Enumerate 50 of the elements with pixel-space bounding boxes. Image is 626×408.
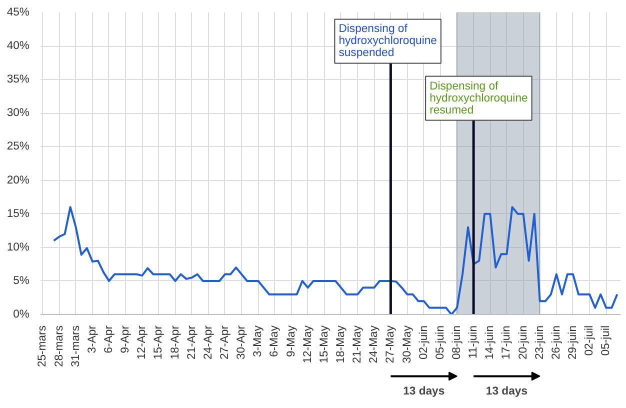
x-tick-label: 21-Apr xyxy=(186,325,198,360)
ref-line-label: Dispensing of hydroxychloroquine suspended xyxy=(338,23,437,60)
text: 13 days xyxy=(403,386,445,398)
x-tick-label: 30-Apr xyxy=(236,325,248,360)
x-tick-label: 12-May xyxy=(302,325,314,364)
x-tick-label: 02-juil xyxy=(584,325,596,356)
x-tick-label: 27-Apr xyxy=(218,325,231,360)
y-tick-label: 30% xyxy=(6,107,30,120)
y-tick-label: 10% xyxy=(6,241,30,254)
x-tick-label: 23-juin xyxy=(534,325,546,360)
x-tick-label: 20-juin xyxy=(517,325,530,360)
x-tick-label: 3-May xyxy=(252,325,264,357)
x-tick-label: 08-juin xyxy=(450,325,463,360)
y-tick-label: 20% xyxy=(6,174,30,186)
x-tick-label: 27-May xyxy=(384,325,397,364)
x-tick-label: 17-juin xyxy=(500,325,513,360)
x-tick-label: 18-Apr xyxy=(169,325,182,360)
x-tick-label: 18-May xyxy=(334,325,347,364)
x-tick-label: 15-Apr xyxy=(152,325,165,360)
x-tick-label: 14-juin xyxy=(484,325,496,360)
text: 13 days xyxy=(486,386,528,398)
x-tick-label: 25-mars xyxy=(36,325,49,368)
x-tick-label: 12-Apr xyxy=(136,325,148,360)
x-tick-label: 15-May xyxy=(318,325,330,364)
x-tick-label: 11-juin xyxy=(468,325,480,359)
x-tick-label: 29-juin xyxy=(566,325,579,360)
y-tick-label: 0% xyxy=(13,308,30,320)
ref-line-label: Dispensing of hydroxychloroquine resumed xyxy=(430,80,528,116)
x-tick-label: 30-May xyxy=(401,325,414,364)
x-tick-label: 6-Apr xyxy=(102,325,115,354)
x-tick-label: 21-May xyxy=(352,325,364,364)
y-tick-label: 25% xyxy=(6,140,30,153)
x-tick-label: 6-May xyxy=(268,325,281,357)
x-tick-label: 28-mars xyxy=(53,325,66,368)
line-series xyxy=(52,206,618,314)
x-tick-label: 02-juin xyxy=(418,325,430,360)
x-tick-label: 05-juil xyxy=(600,325,612,356)
x-tick-label: 24-May xyxy=(368,325,380,364)
x-tick-label: 26-juin xyxy=(550,325,562,360)
x-tick-label: 24-Apr xyxy=(202,325,214,360)
y-tick-label: 45% xyxy=(6,6,30,18)
y-tick-label: 35% xyxy=(6,74,30,86)
x-tick-label: 9-Apr xyxy=(120,325,132,354)
x-tick-label: 31-mars xyxy=(70,325,82,368)
x-tick-label: 9-May xyxy=(285,325,298,357)
y-tick-label: 5% xyxy=(13,274,30,287)
x-tick-label: 3-Apr xyxy=(86,325,98,354)
y-tick-label: 15% xyxy=(6,208,30,220)
y-tick-label: 40% xyxy=(6,40,30,52)
x-tick-label: 05-juin xyxy=(434,325,446,360)
